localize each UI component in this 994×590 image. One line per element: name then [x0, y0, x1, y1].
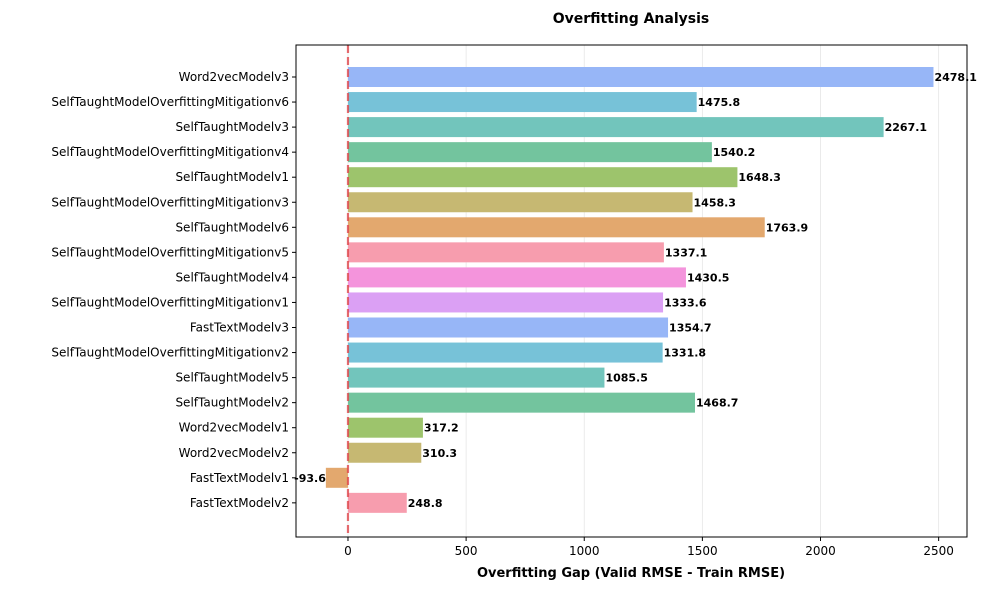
- value-label-1: 1475.8: [698, 96, 740, 109]
- ytick-label-13: SelfTaughtModelv2: [175, 396, 289, 410]
- ytick-label-9: SelfTaughtModelOverfittingMitigationv1: [51, 295, 289, 309]
- value-label-0: 2478.1: [934, 71, 976, 84]
- value-label-17: 248.8: [408, 497, 443, 510]
- xtick-label-2: 1000: [569, 544, 600, 558]
- ytick-label-5: SelfTaughtModelOverfittingMitigationv3: [51, 195, 289, 209]
- value-label-15: 310.3: [422, 447, 457, 460]
- ytick-label-7: SelfTaughtModelOverfittingMitigationv5: [51, 245, 289, 259]
- bar-7: [347, 242, 664, 263]
- chart-title: Overfitting Analysis: [553, 11, 710, 27]
- ytick-label-0: Word2vecModelv3: [179, 70, 289, 84]
- plot-frame: [295, 44, 968, 538]
- bar-8: [347, 267, 686, 288]
- bar-1: [347, 92, 697, 113]
- ytick-label-1: SelfTaughtModelOverfittingMitigationv6: [51, 95, 289, 109]
- bar-16: [325, 467, 348, 488]
- bar-13: [347, 392, 695, 413]
- xtick-label-1: 500: [455, 544, 478, 558]
- ytick-label-12: SelfTaughtModelv5: [175, 371, 289, 385]
- ytick-label-14: Word2vecModelv1: [179, 421, 289, 435]
- ytick-label-3: SelfTaughtModelOverfittingMitigationv4: [51, 145, 289, 159]
- bar-2: [347, 117, 884, 138]
- ytick-label-15: Word2vecModelv2: [179, 446, 289, 460]
- bar-10: [347, 317, 669, 338]
- bar-3: [347, 142, 712, 163]
- bar-5: [347, 192, 693, 213]
- ytick-label-10: FastTextModelv3: [190, 321, 289, 335]
- value-label-2: 2267.1: [885, 121, 927, 134]
- bar-4: [347, 167, 738, 188]
- bar-11: [347, 342, 663, 363]
- value-label-3: 1540.2: [713, 146, 755, 159]
- ytick-label-17: FastTextModelv2: [190, 496, 289, 510]
- bar-15: [347, 442, 422, 463]
- ytick-label-16: FastTextModelv1: [190, 471, 289, 485]
- value-label-7: 1337.1: [665, 246, 707, 259]
- x-axis-label: Overfitting Gap (Valid RMSE - Train RMSE…: [477, 566, 785, 581]
- x-axis-ticks: 0 500 1000 1500 2000 2500: [344, 537, 954, 558]
- value-label-16: -93.6: [294, 472, 326, 485]
- value-label-11: 1331.8: [664, 347, 706, 360]
- y-axis-ticks: Word2vecModelv3 SelfTaughtModelOverfittin…: [51, 70, 296, 510]
- xtick-label-5: 2500: [923, 544, 954, 558]
- ytick-label-8: SelfTaughtModelv4: [175, 270, 289, 284]
- ytick-label-2: SelfTaughtModelv3: [175, 120, 289, 134]
- value-label-6: 1763.9: [766, 221, 808, 234]
- bar-9: [347, 292, 664, 313]
- xtick-label-4: 2000: [805, 544, 836, 558]
- bars: [325, 67, 934, 513]
- value-label-4: 1648.3: [738, 171, 780, 184]
- value-label-5: 1458.3: [694, 196, 736, 209]
- value-label-13: 1468.7: [696, 397, 738, 410]
- bar-12: [347, 367, 605, 388]
- ytick-label-4: SelfTaughtModelv1: [175, 170, 289, 184]
- xtick-label-3: 1500: [687, 544, 718, 558]
- value-label-12: 1085.5: [605, 372, 647, 385]
- bar-6: [347, 217, 765, 238]
- ytick-label-11: SelfTaughtModelOverfittingMitigationv2: [51, 346, 289, 360]
- value-label-14: 317.2: [424, 422, 459, 435]
- bar-14: [347, 417, 423, 438]
- value-label-10: 1354.7: [669, 322, 711, 335]
- value-label-8: 1430.5: [687, 271, 729, 284]
- bar-0: [347, 67, 934, 87]
- value-label-9: 1333.6: [664, 296, 707, 309]
- xtick-label-0: 0: [344, 544, 352, 558]
- bar-17: [347, 492, 407, 513]
- ytick-label-6: SelfTaughtModelv6: [175, 220, 289, 234]
